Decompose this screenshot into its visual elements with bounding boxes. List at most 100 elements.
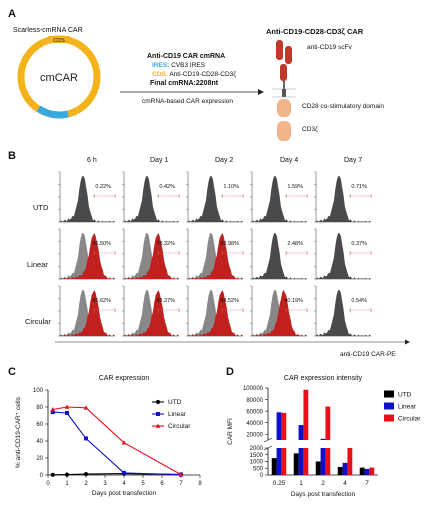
hist-negative-peak	[252, 233, 307, 279]
gate-percentage: 0.22%	[95, 184, 111, 190]
cds-value: Anti-CD19-CD28-CD3ζ	[167, 71, 237, 78]
data-point	[64, 472, 70, 477]
car-title: Anti-CD19-CD28-CD3ζ CAR	[266, 27, 364, 36]
bar-circular	[347, 448, 353, 475]
x-tick-label: 6	[160, 481, 164, 487]
legend-marker	[156, 412, 160, 416]
hist-negative-peak	[252, 176, 307, 222]
cd3z-domain	[277, 121, 291, 141]
scfv-domain-3	[280, 64, 287, 81]
y-tick-label: 20000	[246, 432, 263, 438]
histogram-cell: 0.37%	[314, 228, 372, 280]
flow-histogram-grid: 0.22% 0.42% 1.10% 1.59% 0.71% 56.50% 78.32% 83.…	[55, 171, 410, 345]
legend-label: Circular	[168, 423, 191, 430]
y-tick-label: 1000	[250, 460, 264, 466]
scfv-label: anti-CD19 scFv	[307, 44, 352, 51]
x-tick-label: 0	[46, 481, 50, 487]
legend-label: UTD	[398, 392, 412, 399]
hist-negative-peak	[60, 233, 115, 279]
hist-negative-peak	[124, 290, 179, 336]
x-tick-label: 5	[141, 481, 145, 487]
x-tick-label: 7	[365, 480, 369, 487]
histogram-cell: 83.98%	[186, 228, 244, 280]
bar-linear	[276, 448, 282, 475]
gate-percentage: 0.54%	[351, 298, 367, 304]
group-label-circular: Circular	[25, 317, 51, 326]
cd28-domain	[277, 99, 291, 117]
transmembrane	[282, 89, 286, 97]
legend-label: Circular	[398, 416, 421, 423]
group-label-utd: UTD	[33, 203, 49, 212]
data-point	[50, 407, 56, 412]
hist-positive-peak	[252, 290, 307, 336]
hist-negative-peak	[60, 176, 115, 222]
hist-negative-peak	[60, 290, 115, 336]
histogram-cell: 0.54%	[314, 285, 372, 337]
bar-linear	[320, 448, 326, 475]
histogram-cell: 65.62%	[58, 285, 116, 337]
gate-percentage: 0.71%	[351, 184, 367, 190]
x-tick-label: 3	[103, 481, 107, 487]
histogram-cell: 84.52%	[186, 285, 244, 337]
x-tick-label: 2	[84, 481, 88, 487]
bar-utd	[359, 467, 365, 475]
hist-negative-peak	[316, 290, 371, 336]
bar-utd	[293, 453, 299, 475]
panel-c-letter: C	[8, 366, 16, 378]
gate-percentage: 84.52%	[220, 298, 239, 304]
group-label-linear: Linear	[27, 260, 48, 269]
hist-negative-peak	[316, 233, 371, 279]
expression-arrow	[120, 89, 264, 95]
final-length: Final cmRNA:2208nt	[150, 80, 219, 87]
ires-key: IRES:	[152, 62, 170, 69]
bar-utd	[315, 461, 321, 475]
hist-positive-peak	[124, 233, 179, 279]
y-tick-label: 20	[36, 456, 43, 462]
data-point	[50, 472, 55, 477]
x-tick-label: 2	[321, 480, 325, 487]
y-axis-label: CAR MFI	[227, 418, 234, 445]
construct-title: Anti-CD19 CAR cmRNA	[147, 53, 226, 60]
y-tick-label: 80	[36, 405, 43, 411]
hist-positive-peak	[188, 290, 243, 336]
y-tick-label: 1500	[250, 453, 264, 459]
x-tick-label: 1	[299, 480, 303, 487]
data-point	[50, 410, 55, 415]
y-tick-label: 60000	[246, 409, 263, 415]
histogram-cell: 40.19%	[250, 285, 308, 337]
legend-marker	[155, 423, 161, 428]
data-point	[83, 471, 89, 477]
panel-a-letter: A	[8, 8, 16, 20]
flow-x-axis-label: anti-CD19 CAR-PE	[340, 351, 396, 358]
x-axis-label: Days post transfection	[92, 490, 157, 497]
time-label-2: Day 2	[215, 157, 234, 164]
y-tick-label: 0	[40, 473, 44, 479]
flow-axis-arrow	[405, 339, 410, 345]
x-tick-label: 4	[122, 481, 126, 487]
histogram-cell: 0.42%	[122, 171, 180, 223]
cd28-label: CD28 co-stimulatory domain	[302, 103, 385, 110]
data-point	[122, 470, 126, 475]
gate-percentage: 2.48%	[287, 241, 303, 247]
y-tick-label: 40	[36, 439, 43, 445]
y-tick-label: 80000	[246, 398, 263, 404]
time-label-3: Day 4	[280, 157, 299, 164]
legend-swatch	[384, 414, 394, 422]
bar-circular	[369, 467, 375, 475]
car-structure	[272, 40, 296, 141]
hist-negative-peak	[316, 176, 371, 222]
hist-negative-peak	[188, 233, 243, 279]
gate-percentage: 78.32%	[156, 241, 175, 247]
time-label-0: 6 h	[87, 157, 97, 164]
bar-circular	[303, 389, 309, 440]
y-tick-label: 100	[33, 388, 44, 394]
gate-percentage: 1.10%	[223, 184, 239, 190]
cd3z-label: CD3ζ	[302, 126, 318, 133]
car-mfi-chart: CAR expression intensity2000040000600008…	[227, 375, 421, 498]
bar-linear	[298, 424, 304, 440]
ires-line: IRES: CVB3 IRES	[152, 62, 205, 69]
x-tick-label: 8	[198, 481, 202, 487]
histogram-cell: 78.32%	[122, 228, 180, 280]
y-tick-label: 500	[253, 466, 264, 472]
time-label-4: Day 7	[344, 157, 363, 164]
